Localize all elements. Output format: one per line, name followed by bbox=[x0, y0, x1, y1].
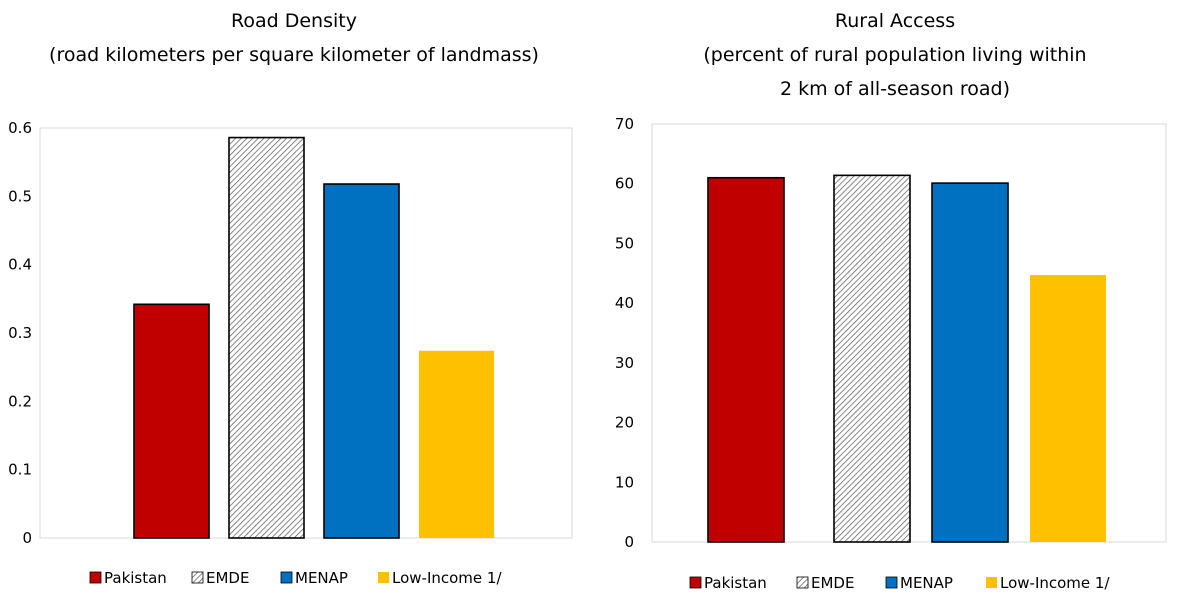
chart2-y-tick-label: 0 bbox=[624, 533, 634, 551]
chart1-title: Road Density bbox=[231, 10, 357, 32]
chart1-y-tick-label: 0.3 bbox=[8, 324, 32, 342]
chart2-y-ticks: 0 10 20 30 40 50 60 70 bbox=[615, 115, 634, 551]
chart2-bar-pakistan bbox=[707, 176, 785, 543]
chart2-y-tick-label: 30 bbox=[615, 354, 634, 372]
chart2-legend-low-income: Low-Income 1/ bbox=[1000, 574, 1110, 592]
chart2-y-tick-label: 70 bbox=[615, 115, 634, 133]
chart1-legend: Pakistan EMDE MENAP Low-Income 1/ bbox=[89, 569, 502, 587]
chart1-y-ticks: 0 0.1 0.2 0.3 0.4 0.5 0.6 bbox=[8, 119, 32, 547]
chart1-bars bbox=[133, 136, 494, 539]
chart2-y-tick-label: 50 bbox=[615, 234, 634, 252]
chart1-y-tick-label: 0 bbox=[22, 529, 32, 547]
chart1-bar-emde bbox=[228, 136, 305, 539]
chart1-bar-menap bbox=[323, 183, 400, 539]
chart1-legend-swatch-pakistan bbox=[89, 571, 102, 584]
chart2-subtitle-line2: 2 km of all-season road) bbox=[780, 78, 1010, 100]
road-density-chart: Road Density (road kilometers per square… bbox=[8, 10, 573, 587]
chart1-legend-swatch-menap bbox=[280, 571, 293, 584]
chart2-legend-menap: MENAP bbox=[900, 574, 953, 592]
chart1-bar-pakistan bbox=[133, 303, 210, 539]
chart1-bar-low-income-1 bbox=[419, 350, 494, 538]
chart2-y-tick-label: 60 bbox=[615, 175, 634, 193]
chart2-bar-menap bbox=[931, 182, 1009, 543]
chart1-legend-emde: EMDE bbox=[206, 569, 249, 587]
chart1-y-tick-label: 0.4 bbox=[8, 256, 32, 274]
chart1-y-tick-label: 0.2 bbox=[8, 392, 32, 410]
chart2-legend-emde: EMDE bbox=[811, 574, 854, 592]
chart2-legend-swatch-pakistan bbox=[689, 576, 702, 589]
chart2-legend-pakistan: Pakistan bbox=[704, 574, 767, 592]
chart1-legend-low-income: Low-Income 1/ bbox=[392, 569, 502, 587]
chart1-y-tick-label: 0.6 bbox=[8, 119, 32, 137]
chart2-y-tick-label: 40 bbox=[615, 294, 634, 312]
rural-access-chart: Rural Access (percent of rural populatio… bbox=[615, 10, 1167, 592]
chart2-subtitle-line1: (percent of rural population living with… bbox=[703, 44, 1086, 66]
chart2-legend-swatch-low-income bbox=[986, 577, 997, 588]
chart2-y-tick-label: 20 bbox=[615, 414, 634, 432]
chart2-y-tick-label: 10 bbox=[615, 473, 634, 491]
chart1-legend-menap: MENAP bbox=[295, 569, 348, 587]
chart1-legend-swatch-emde bbox=[191, 571, 204, 584]
chart2-title: Rural Access bbox=[835, 10, 955, 32]
chart2-legend-swatch-emde bbox=[796, 576, 809, 589]
chart1-y-tick-label: 0.5 bbox=[8, 187, 32, 205]
chart2-bars bbox=[707, 174, 1106, 543]
chart1-subtitle: (road kilometers per square kilometer of… bbox=[49, 44, 539, 66]
chart1-y-tick-label: 0.1 bbox=[8, 461, 32, 479]
chart2-legend-swatch-menap bbox=[885, 576, 898, 589]
chart1-legend-pakistan: Pakistan bbox=[104, 569, 167, 587]
chart2-bar-emde bbox=[833, 174, 911, 543]
chart2-legend: Pakistan EMDE MENAP Low-Income 1/ bbox=[689, 574, 1110, 592]
chart1-plot-area bbox=[39, 127, 573, 539]
chart2-bar-low-income-1 bbox=[1030, 275, 1106, 542]
chart1-legend-swatch-low-income bbox=[378, 572, 389, 583]
